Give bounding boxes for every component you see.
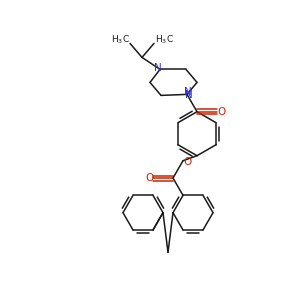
Text: O: O: [145, 173, 153, 183]
Text: O: O: [183, 157, 191, 167]
Text: H$_3$C: H$_3$C: [154, 33, 173, 46]
Text: H$_3$C: H$_3$C: [110, 33, 130, 46]
Text: N: N: [154, 63, 162, 74]
Text: O: O: [217, 107, 225, 117]
Text: N: N: [184, 87, 192, 98]
Text: N: N: [185, 90, 193, 100]
